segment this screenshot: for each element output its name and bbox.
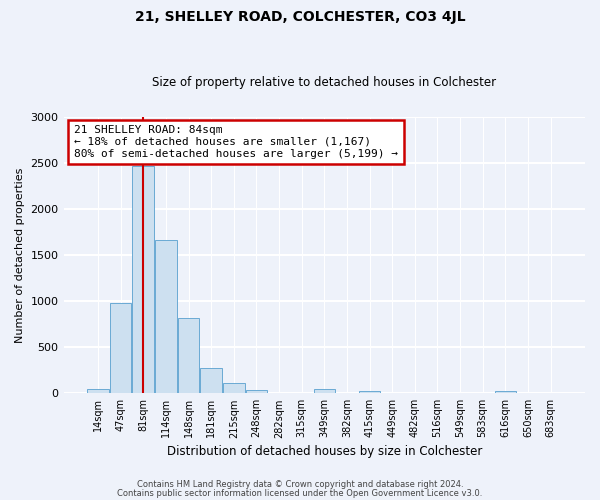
Bar: [314, 388, 335, 394]
Bar: [178, 318, 199, 394]
Bar: [87, 388, 109, 394]
Bar: [245, 390, 267, 394]
Bar: [110, 303, 131, 394]
Text: 21 SHELLEY ROAD: 84sqm
← 18% of detached houses are smaller (1,167)
80% of semi-: 21 SHELLEY ROAD: 84sqm ← 18% of detached…: [74, 126, 398, 158]
Bar: [155, 240, 176, 394]
X-axis label: Distribution of detached houses by size in Colchester: Distribution of detached houses by size …: [167, 444, 482, 458]
Bar: [223, 382, 245, 394]
Text: Contains public sector information licensed under the Open Government Licence v3: Contains public sector information licen…: [118, 488, 482, 498]
Bar: [133, 166, 154, 394]
Y-axis label: Number of detached properties: Number of detached properties: [15, 168, 25, 343]
Text: Contains HM Land Registry data © Crown copyright and database right 2024.: Contains HM Land Registry data © Crown c…: [137, 480, 463, 489]
Bar: [494, 392, 516, 394]
Bar: [359, 390, 380, 394]
Text: 21, SHELLEY ROAD, COLCHESTER, CO3 4JL: 21, SHELLEY ROAD, COLCHESTER, CO3 4JL: [134, 10, 466, 24]
Title: Size of property relative to detached houses in Colchester: Size of property relative to detached ho…: [152, 76, 496, 90]
Bar: [200, 368, 222, 394]
